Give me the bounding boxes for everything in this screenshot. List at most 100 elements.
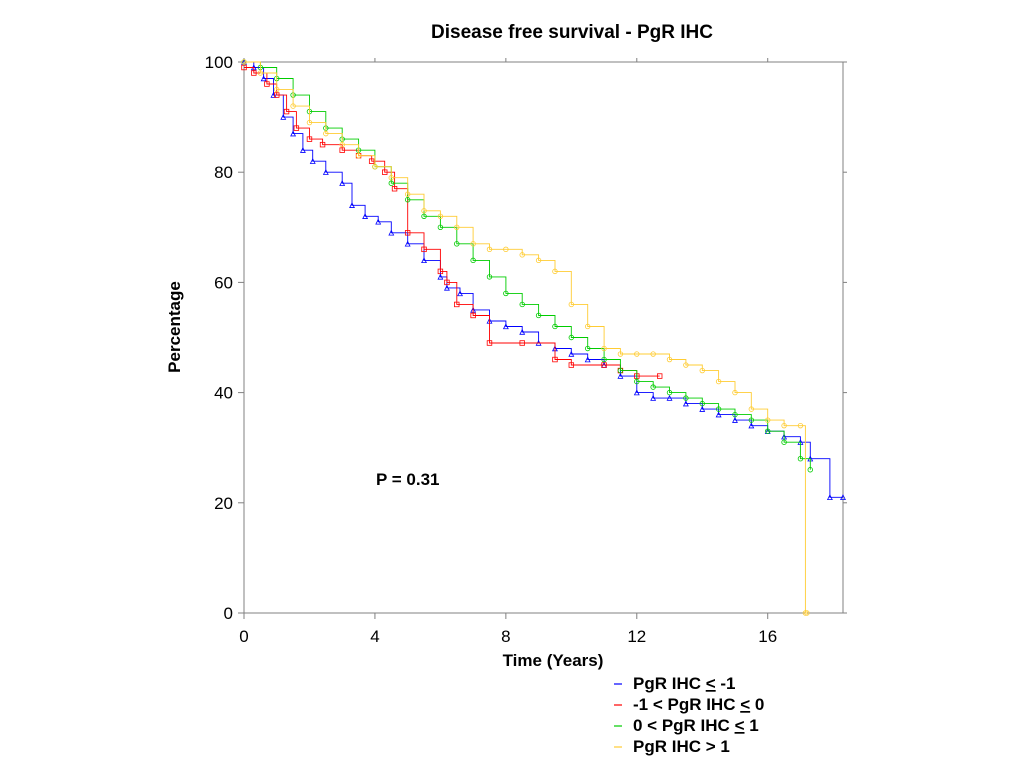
- legend-label: PgR IHC < -1: [633, 674, 736, 693]
- censor-mark: [319, 141, 326, 148]
- censor-mark: [443, 284, 450, 291]
- x-tick-label: 12: [627, 627, 646, 646]
- plot-frame: [243, 61, 844, 614]
- censor-mark: [274, 86, 280, 93]
- censor-mark: [306, 136, 313, 142]
- censor-mark: [486, 274, 493, 280]
- censor-mark: [715, 406, 722, 412]
- censor-mark: [683, 395, 689, 401]
- censor-mark: [584, 356, 591, 363]
- censor-mark: [568, 334, 575, 341]
- censor-mark: [732, 416, 738, 423]
- censor-mark: [362, 213, 369, 219]
- censor-mark: [656, 373, 663, 379]
- censor-mark: [748, 417, 755, 423]
- series-0: [241, 58, 846, 500]
- series-3: [241, 59, 810, 616]
- censor-mark: [486, 340, 493, 346]
- x-tick-label: 8: [501, 627, 510, 646]
- censor-mark: [339, 180, 346, 186]
- censor-mark: [388, 180, 394, 186]
- legend-label-part: PgR IHC: [633, 674, 706, 693]
- censor-mark: [388, 229, 395, 236]
- censor-mark: [309, 157, 316, 164]
- censor-mark: [568, 362, 575, 368]
- censor-mark: [375, 218, 382, 225]
- censor-mark: [470, 241, 476, 247]
- censor-mark: [568, 301, 575, 308]
- censor-mark: [781, 439, 787, 445]
- km-step-line: [244, 61, 807, 614]
- censor-mark: [290, 130, 297, 137]
- y-axis-title: Percentage: [165, 281, 184, 373]
- censor-mark: [264, 81, 270, 87]
- x-axis-title: Time (Years): [503, 651, 604, 670]
- censor-mark: [404, 240, 411, 247]
- censor-mark: [617, 351, 624, 357]
- km-step-line: [244, 61, 843, 498]
- censor-mark: [322, 169, 329, 175]
- censor-mark: [519, 340, 525, 346]
- censor-mark: [804, 610, 810, 616]
- censor-mark: [421, 213, 427, 219]
- censor-mark: [437, 273, 444, 280]
- censor-mark: [519, 252, 525, 258]
- censor-mark: [666, 356, 673, 363]
- censor-mark: [404, 230, 411, 236]
- censor-mark: [634, 378, 640, 385]
- censor-mark: [633, 389, 640, 396]
- censor-mark: [368, 158, 375, 164]
- censor-mark: [339, 141, 345, 148]
- censor-mark: [617, 367, 624, 374]
- legend-label-part: <: [706, 674, 716, 693]
- censor-mark: [454, 301, 460, 308]
- censor-mark: [601, 362, 607, 368]
- y-tick-label: 80: [214, 163, 233, 182]
- censor-mark: [732, 389, 738, 396]
- censor-mark: [650, 384, 656, 390]
- km-step-line: [244, 67, 660, 377]
- censor-mark: [421, 246, 427, 253]
- censor-mark: [797, 422, 804, 429]
- censor-mark: [683, 362, 689, 368]
- censor-mark: [601, 356, 607, 363]
- legend-label: 0 < PgR IHC < 1: [633, 716, 759, 735]
- censor-mark: [715, 411, 722, 418]
- censor-mark: [339, 147, 345, 153]
- censor-mark: [470, 257, 476, 264]
- censor-mark: [535, 312, 542, 319]
- censor-mark: [682, 400, 689, 407]
- censor-mark: [293, 125, 300, 131]
- censor-mark: [535, 257, 542, 264]
- legend-label: PgR IHC > 1: [633, 737, 730, 756]
- censor-mark: [388, 175, 394, 181]
- censor-mark: [634, 351, 640, 357]
- censor-mark: [323, 130, 329, 137]
- censor-mark: [241, 64, 247, 71]
- censor-mark: [699, 400, 705, 407]
- censor-mark: [257, 70, 264, 76]
- censor-mark: [765, 417, 771, 423]
- censor-mark: [584, 323, 591, 330]
- legend-label: -1 < PgR IHC < 0: [633, 695, 764, 714]
- censor-mark: [797, 456, 804, 462]
- chart-title: Disease free survival - PgR IHC: [431, 22, 713, 43]
- legend-label-part: 0: [750, 695, 764, 714]
- legend-label-part: 1: [745, 716, 759, 735]
- censor-mark: [748, 422, 755, 429]
- censor-mark: [840, 494, 846, 500]
- censor-mark: [454, 224, 460, 230]
- censor-mark: [251, 70, 257, 76]
- censor-mark: [437, 268, 444, 275]
- censor-mark: [748, 406, 755, 412]
- km-step-line: [244, 61, 811, 470]
- censor-mark: [306, 119, 313, 126]
- censor-mark: [666, 394, 673, 401]
- series-2: [241, 59, 813, 473]
- censor-mark: [503, 246, 509, 253]
- censor-mark: [601, 345, 607, 352]
- series-1: [241, 64, 663, 379]
- censor-mark: [290, 103, 296, 109]
- legend-label-part: -1: [716, 674, 736, 693]
- axes: 0 4 8 12 16 0 20 40 60 80 100: [205, 53, 847, 646]
